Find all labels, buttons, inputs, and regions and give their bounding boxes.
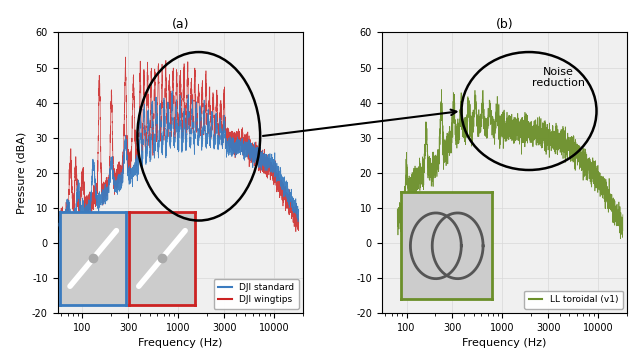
- X-axis label: Frequency (Hz): Frequency (Hz): [462, 338, 547, 348]
- Legend: DJI standard, DJI wingtips: DJI standard, DJI wingtips: [214, 279, 299, 309]
- Title: (a): (a): [172, 18, 189, 31]
- Legend: LL toroidal (v1): LL toroidal (v1): [524, 291, 623, 309]
- X-axis label: Frequency (Hz): Frequency (Hz): [138, 338, 223, 348]
- Title: (b): (b): [495, 18, 513, 31]
- Text: Noise
reduction: Noise reduction: [532, 67, 585, 88]
- Y-axis label: Pressure (dBA): Pressure (dBA): [17, 132, 26, 214]
